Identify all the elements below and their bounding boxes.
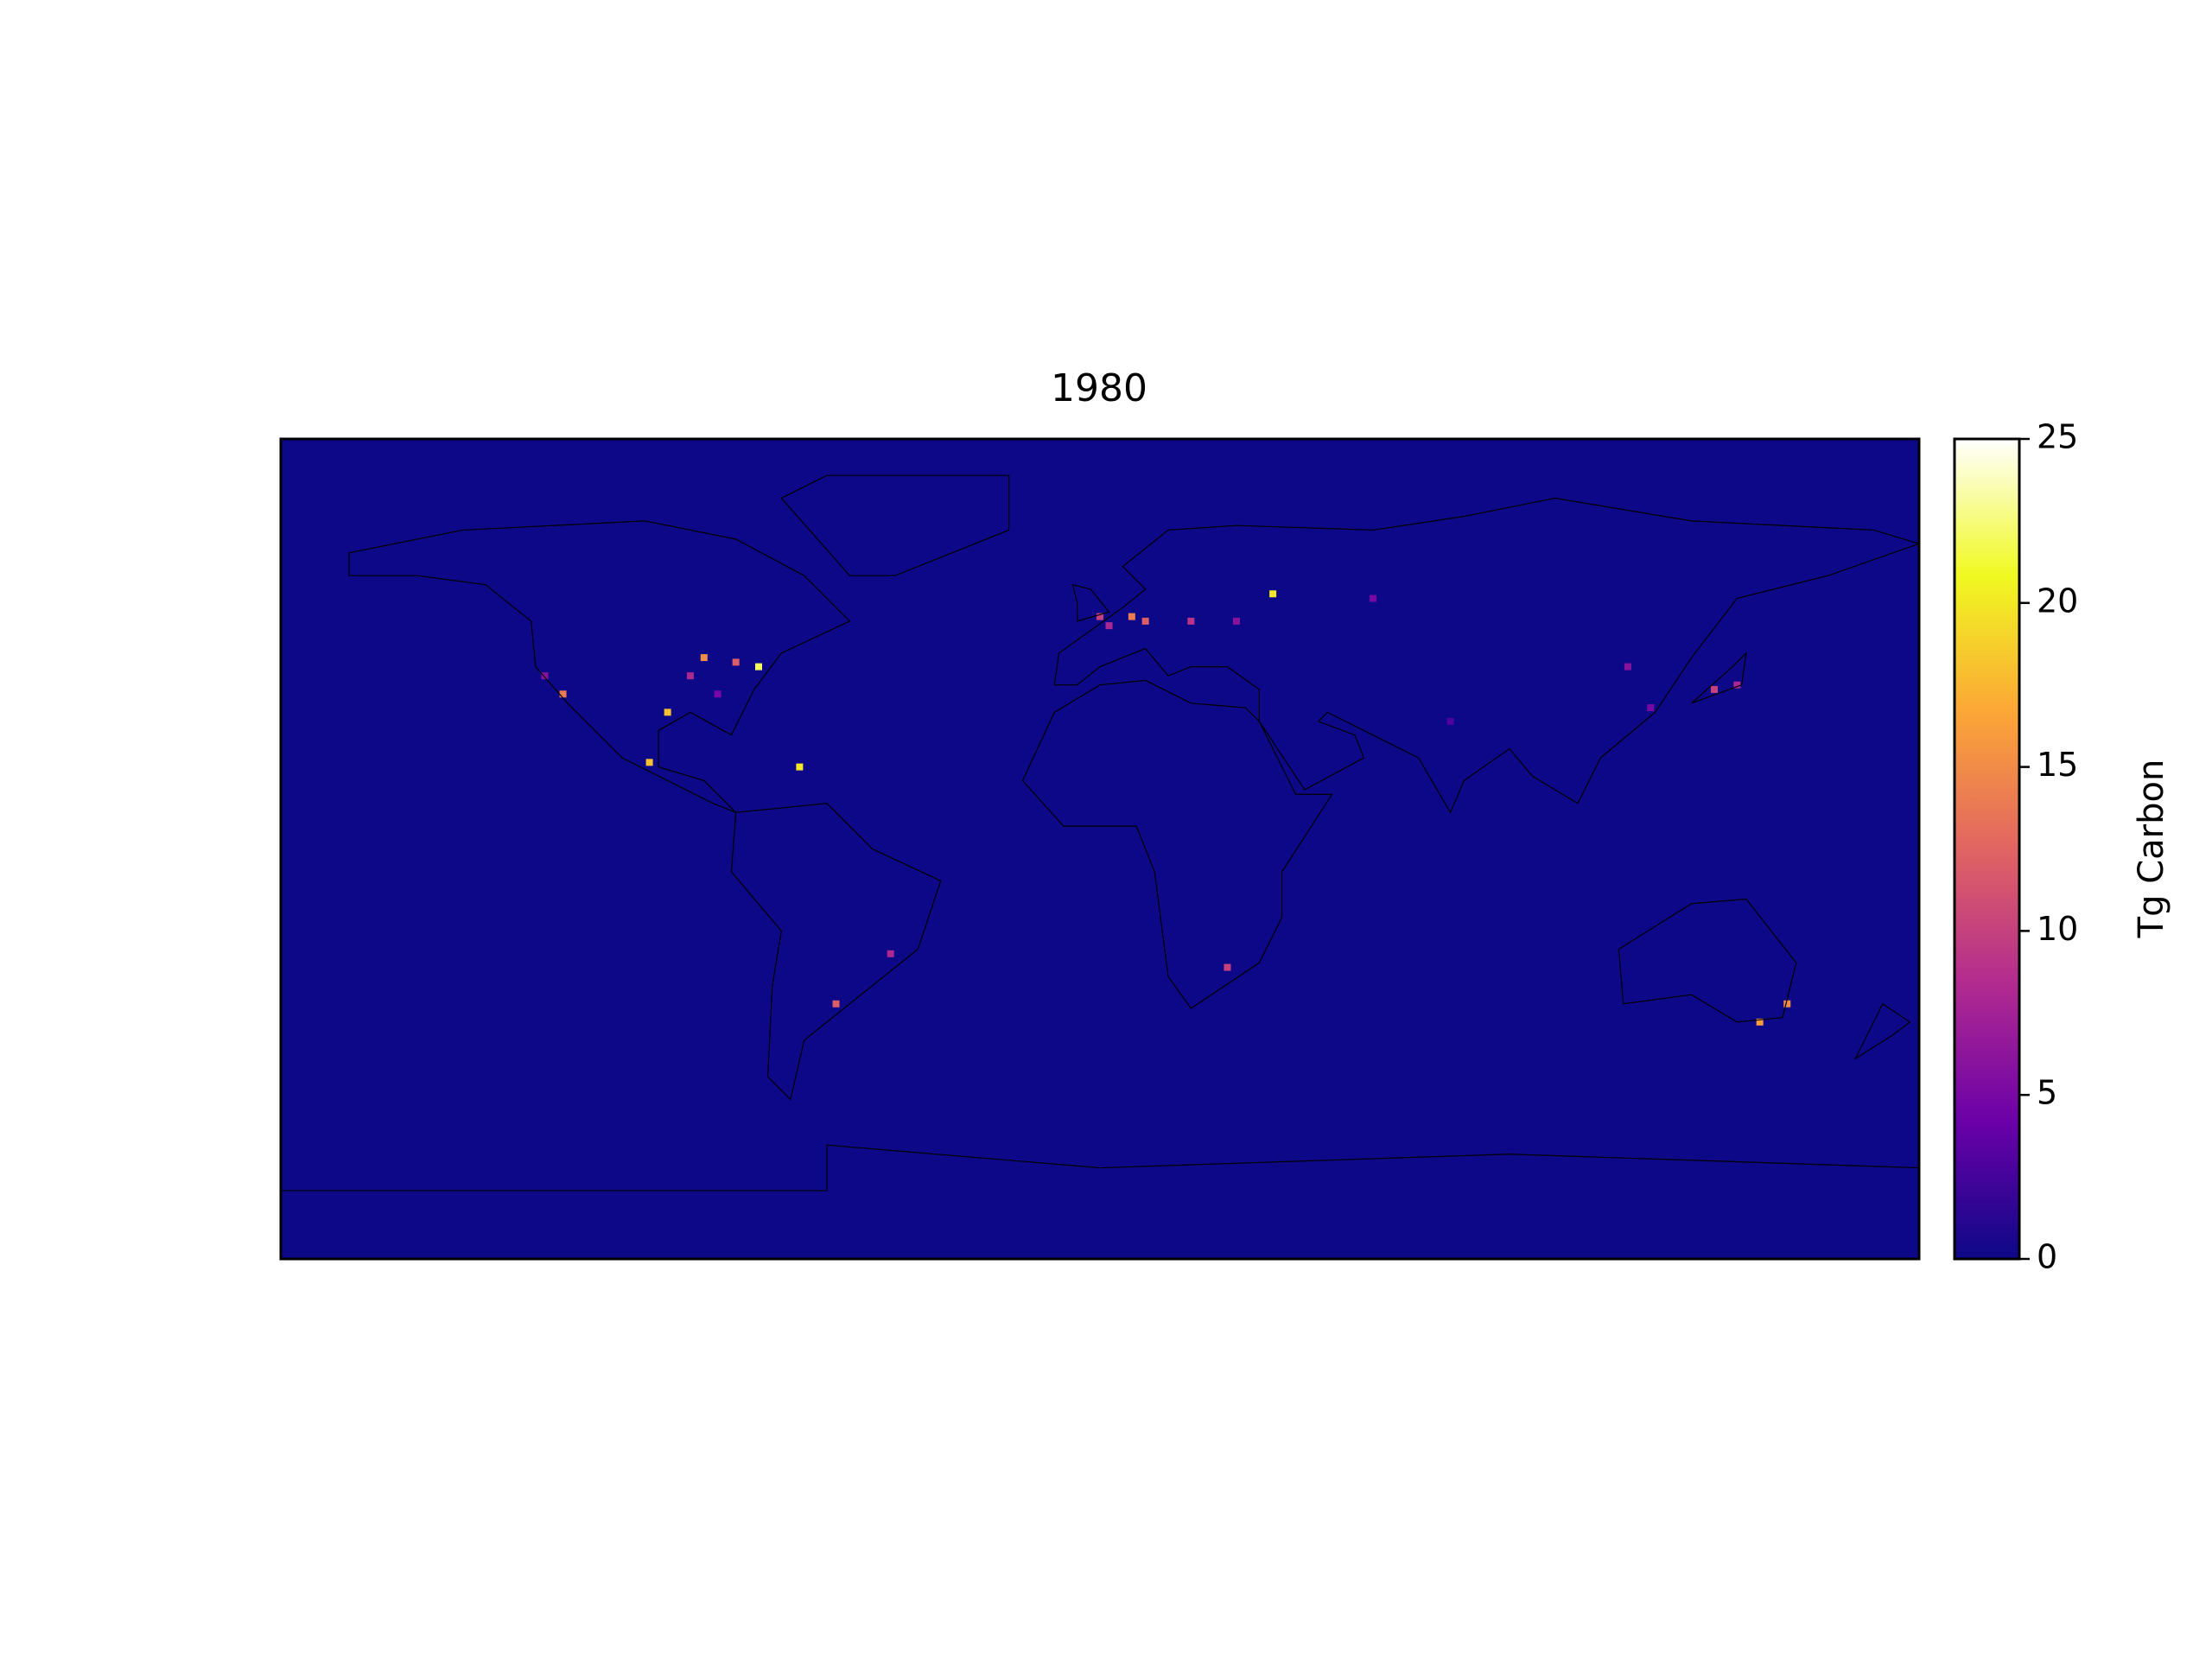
coastline — [281, 1145, 1919, 1191]
chart-title: 1980 — [1051, 366, 1147, 410]
emission-cell — [1756, 1018, 1764, 1026]
emission-cell — [559, 690, 567, 698]
emission-cell — [887, 950, 894, 957]
emission-cell — [732, 658, 740, 666]
emission-cell — [1370, 594, 1376, 602]
emission-cell — [541, 672, 549, 680]
map-background — [281, 439, 1919, 1259]
colorbar-tick-label: 0 — [2037, 1238, 2057, 1276]
emission-cell — [714, 690, 721, 698]
emission-cell — [1446, 717, 1454, 725]
coastline — [1054, 499, 1919, 813]
map-frame — [279, 437, 1921, 1261]
coastline — [1022, 680, 1332, 1008]
emission-cell — [1105, 622, 1113, 630]
emission-cell — [1096, 613, 1103, 620]
emission-cell — [755, 663, 762, 671]
emission-cell — [1128, 613, 1135, 620]
coastline — [349, 521, 849, 812]
emission-cell — [1233, 617, 1240, 625]
emission-cell — [687, 672, 694, 680]
emission-cell — [664, 709, 671, 716]
emission-cell — [1224, 963, 1231, 971]
coastline — [1692, 653, 1746, 703]
colorbar-tick-label: 5 — [2037, 1074, 2057, 1112]
coastline — [1855, 1004, 1910, 1058]
emission-cell — [1783, 1000, 1791, 1007]
colorbar-tick-label: 15 — [2037, 746, 2078, 784]
colorbar-label: Tg Carbon — [2132, 760, 2171, 939]
emission-cell — [1733, 681, 1741, 689]
coastline — [1072, 585, 1109, 621]
coastline — [1618, 899, 1796, 1021]
coastline — [781, 475, 1008, 575]
colorbar-tick-label: 10 — [2037, 910, 2078, 948]
emission-cell — [1141, 617, 1149, 625]
colorbar-tick-label: 20 — [2037, 582, 2078, 620]
colorbar — [1953, 437, 2021, 1261]
colorbar-tick-label: 25 — [2037, 418, 2078, 456]
coastlines — [281, 475, 1919, 1191]
emission-layer — [541, 590, 1791, 1026]
emission-cell — [700, 654, 708, 662]
emission-cell — [1624, 663, 1631, 671]
emission-cell — [832, 1000, 840, 1007]
emission-cell — [1647, 704, 1655, 712]
emission-cell — [796, 763, 804, 771]
emission-cell — [645, 759, 653, 766]
emission-cell — [1187, 617, 1195, 625]
coastline — [731, 804, 940, 1100]
emission-cell — [1711, 685, 1718, 693]
emission-cell — [1269, 590, 1277, 598]
